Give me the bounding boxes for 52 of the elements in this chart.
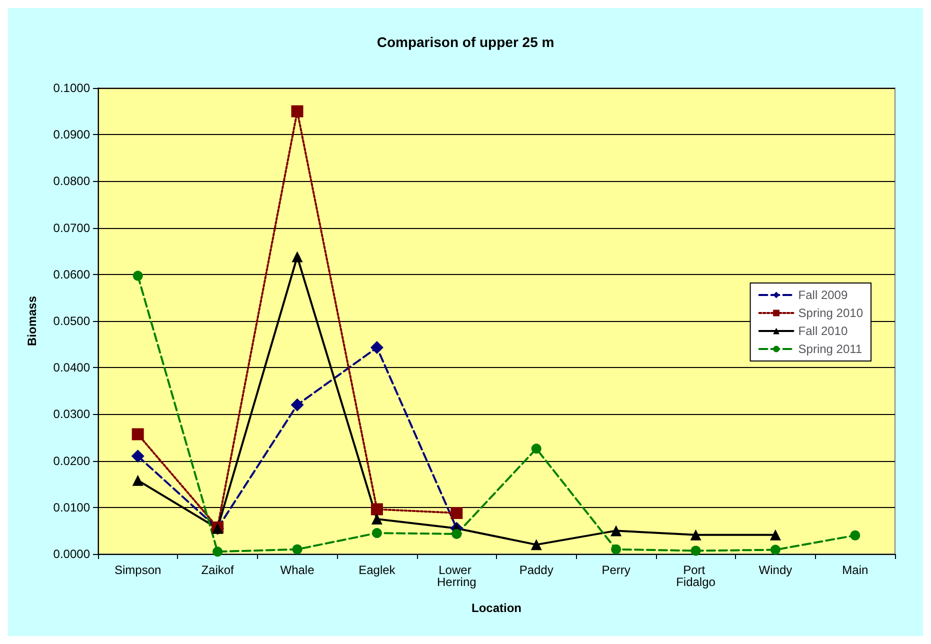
y-tick-label: 0.0900 xyxy=(53,128,90,142)
point xyxy=(290,398,304,412)
point xyxy=(530,539,542,550)
point xyxy=(690,546,701,556)
point xyxy=(770,544,780,555)
point xyxy=(212,546,223,557)
chart-title: Comparison of upper 25 m xyxy=(376,34,554,50)
x-tick-label: Whale xyxy=(280,563,315,577)
x-axis-title: Location xyxy=(472,601,522,615)
y-axis-title: Biomass xyxy=(25,296,39,346)
point xyxy=(770,529,781,540)
legend-label: Spring 2010 xyxy=(798,306,864,320)
x-tick-label: Lower Herring xyxy=(436,563,476,589)
y-tick-label: 0.0500 xyxy=(53,314,90,328)
point xyxy=(292,251,303,262)
y-tick-label: 0.0700 xyxy=(53,220,90,235)
y-tick-label: 0.0400 xyxy=(53,360,90,375)
point xyxy=(531,444,542,454)
point xyxy=(370,503,383,516)
x-tick-label: Windy xyxy=(758,563,792,577)
x-tick-label: Main xyxy=(842,563,868,577)
y-tick-label: 0.0800 xyxy=(53,174,90,188)
x-tick-label: Eaglek xyxy=(358,563,396,577)
legend-label: Fall 2010 xyxy=(798,324,848,338)
legend-label: Fall 2009 xyxy=(798,288,848,302)
point xyxy=(131,450,144,463)
point xyxy=(610,525,622,536)
point xyxy=(452,528,462,539)
point xyxy=(371,514,382,525)
point xyxy=(132,270,143,281)
point xyxy=(291,105,304,118)
x-tick-label: Zaikof xyxy=(201,563,235,577)
point xyxy=(370,341,384,354)
y-tick-label: 0.0100 xyxy=(53,500,90,514)
point xyxy=(292,544,302,554)
x-tick-label: Simpson xyxy=(114,563,162,577)
point xyxy=(690,529,702,540)
y-tick-label: 0.0200 xyxy=(53,454,90,468)
point xyxy=(611,544,622,554)
x-tick-label: Port Fidalgo xyxy=(676,563,716,589)
point xyxy=(132,428,144,440)
y-tick-label: 0.0300 xyxy=(53,407,90,422)
y-tick-label: 0.1000 xyxy=(53,81,90,95)
legend-label: Spring 2011 xyxy=(798,342,862,356)
y-tick-label: 0.0000 xyxy=(53,547,90,561)
point xyxy=(850,530,860,540)
x-tick-label: Perry xyxy=(602,563,630,577)
point xyxy=(372,528,382,538)
y-tick-label: 0.0600 xyxy=(53,267,90,282)
point xyxy=(132,474,144,486)
point xyxy=(450,506,463,519)
x-tick-label: Paddy xyxy=(519,563,554,577)
